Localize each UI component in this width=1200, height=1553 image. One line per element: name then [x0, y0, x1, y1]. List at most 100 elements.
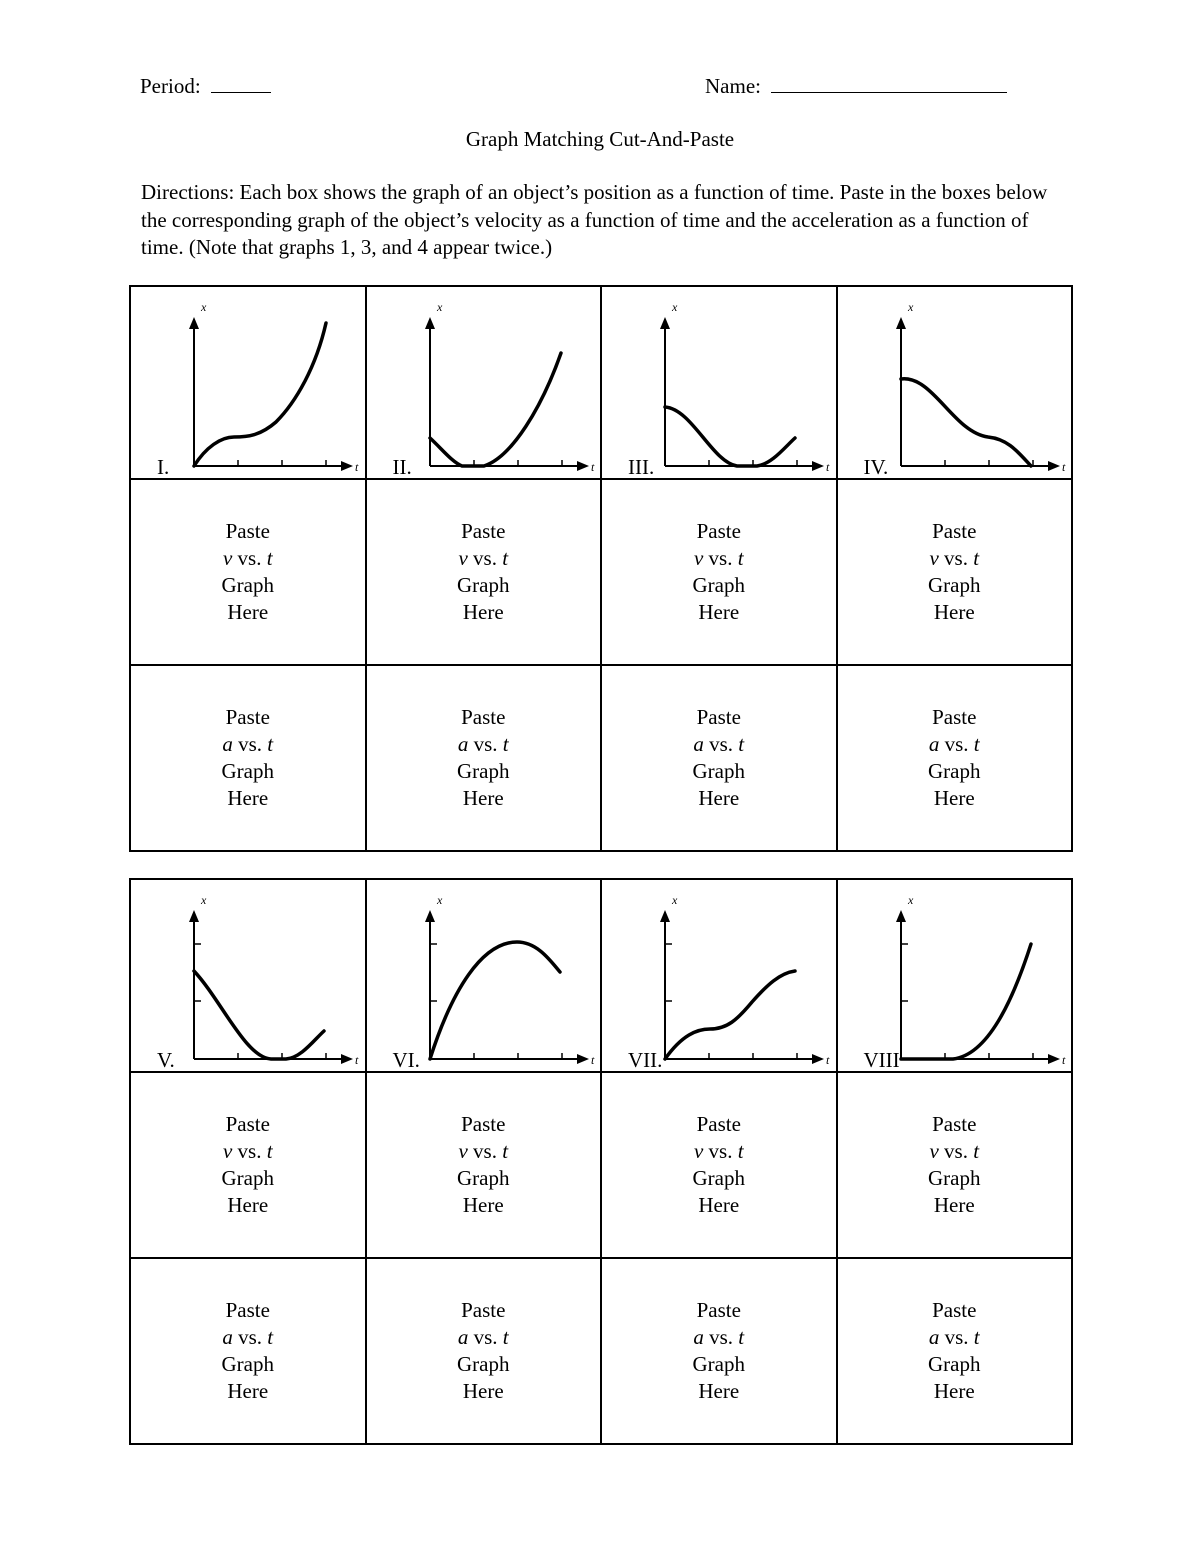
paste-velocity-box-2[interactable]: Paste v vs. t Graph Here: [364, 478, 602, 666]
graph-type-label: a vs. t: [602, 1324, 836, 1351]
paste-velocity-box-3[interactable]: Paste v vs. t Graph Here: [600, 478, 838, 666]
here-label: Here: [227, 1379, 269, 1403]
vs-text: vs.: [232, 1139, 267, 1163]
graph-label-text: Graph: [928, 759, 981, 783]
y-axis-arrow-icon: [424, 910, 435, 922]
vs-text: vs.: [232, 732, 268, 756]
graph-label-text: Graph: [928, 573, 981, 597]
graph-type-label: v vs. t: [131, 545, 365, 572]
paste-label: Paste: [696, 1112, 741, 1136]
x-axis-arrow-icon: [1047, 461, 1060, 471]
position-curve: [898, 377, 1033, 468]
variable: v: [929, 1139, 939, 1163]
paste-velocity-box-6[interactable]: Paste v vs. t Graph Here: [364, 1071, 602, 1259]
graph-type-label: a vs. t: [367, 731, 601, 758]
paste-acceleration-box-1[interactable]: Paste a vs. t Graph Here: [129, 664, 367, 852]
variable: v: [222, 1139, 233, 1163]
position-row: x t V. x t VI. x t VII. x t VIII: [129, 878, 1073, 1073]
here-label: Here: [698, 786, 740, 810]
graph-type-label: a vs. t: [131, 731, 365, 758]
paste-velocity-box-7[interactable]: Paste v vs. t Graph Here: [600, 1071, 838, 1259]
variable: v: [693, 546, 704, 570]
graph-label-text: Graph: [221, 759, 274, 783]
velocity-row: Paste v vs. t Graph Here Paste v vs. t G…: [129, 478, 1073, 666]
position-graph: x t: [189, 300, 359, 474]
graph-type-label: a vs. t: [838, 731, 1072, 758]
here-label: Here: [227, 600, 269, 624]
x-axis-arrow-icon: [812, 461, 824, 471]
vs-text: vs.: [232, 546, 267, 570]
x-axis-label: t: [826, 460, 830, 474]
graph-label: VIII: [863, 1048, 900, 1072]
graph-label: III.: [628, 455, 655, 479]
graph-type-label: v vs. t: [838, 545, 1072, 572]
paste-acceleration-box-8[interactable]: Paste a vs. t Graph Here: [835, 1257, 1073, 1445]
vs-text: vs.: [467, 546, 503, 570]
y-axis-arrow-icon: [895, 910, 906, 922]
paste-label: Paste: [225, 1112, 270, 1136]
paste-velocity-box-5[interactable]: Paste v vs. t Graph Here: [129, 1071, 367, 1259]
paste-acceleration-box-2[interactable]: Paste a vs. t Graph Here: [364, 664, 602, 852]
graph-label-text: Graph: [692, 1166, 745, 1190]
y-axis-label: x: [200, 893, 207, 907]
graph-label-text: Graph: [928, 1166, 981, 1190]
vs-text: vs.: [939, 732, 974, 756]
x-axis-arrow-icon: [341, 1054, 353, 1064]
position-curve: [427, 351, 563, 468]
paste-label: Paste: [461, 1298, 506, 1322]
position-curve: [427, 940, 562, 1061]
position-curve: [898, 942, 1033, 1061]
paste-acceleration-box-3[interactable]: Paste a vs. t Graph Here: [600, 664, 838, 852]
paste-acceleration-box-7[interactable]: Paste a vs. t Graph Here: [600, 1257, 838, 1445]
graph-cell-4: x t IV.: [835, 285, 1073, 480]
y-axis-arrow-icon: [895, 317, 906, 329]
graph-type-label: a vs. t: [838, 1324, 1072, 1351]
graph-label-text: Graph: [928, 1352, 981, 1376]
x-axis-label: t: [355, 460, 359, 474]
name-label: Name:: [705, 74, 761, 98]
paste-velocity-box-4[interactable]: Paste v vs. t Graph Here: [835, 478, 1073, 666]
graph-cell-6: x t VI.: [364, 878, 602, 1073]
here-label: Here: [227, 786, 269, 810]
graph-label-text: Graph: [457, 1352, 510, 1376]
graph-type-label: v vs. t: [367, 1138, 601, 1165]
paste-label: Paste: [696, 519, 741, 543]
vs-text: vs.: [703, 732, 739, 756]
paste-label: Paste: [461, 519, 506, 543]
period-field[interactable]: Period:: [140, 74, 271, 99]
paste-velocity-box-8[interactable]: Paste v vs. t Graph Here: [835, 1071, 1073, 1259]
paste-acceleration-box-6[interactable]: Paste a vs. t Graph Here: [364, 1257, 602, 1445]
variable: a: [222, 732, 233, 756]
position-curve: [663, 969, 797, 1061]
acceleration-row: Paste a vs. t Graph Here Paste a vs. t G…: [129, 1257, 1073, 1445]
vs-text: vs.: [468, 732, 503, 756]
x-axis-label: t: [1062, 1053, 1066, 1067]
time-variable: t: [502, 1139, 509, 1163]
x-axis-arrow-icon: [341, 461, 353, 471]
variable: v: [458, 1139, 468, 1163]
graph-label-text: Graph: [692, 759, 745, 783]
vs-text: vs.: [467, 1139, 503, 1163]
position-graph: x t: [895, 300, 1066, 474]
paste-acceleration-box-4[interactable]: Paste a vs. t Graph Here: [835, 664, 1073, 852]
period-label: Period:: [140, 74, 201, 98]
time-variable: t: [502, 732, 509, 756]
time-variable: t: [502, 546, 509, 570]
position-graph: x t: [424, 300, 595, 474]
name-field[interactable]: Name:: [705, 74, 1007, 99]
vs-text: vs.: [703, 1139, 738, 1163]
here-label: Here: [227, 1193, 269, 1217]
paste-acceleration-box-5[interactable]: Paste a vs. t Graph Here: [129, 1257, 367, 1445]
graph-type-label: v vs. t: [367, 545, 601, 572]
graph-type-label: v vs. t: [838, 1138, 1072, 1165]
name-blank[interactable]: [770, 74, 1007, 93]
paste-velocity-box-1[interactable]: Paste v vs. t Graph Here: [129, 478, 367, 666]
variable: v: [693, 1139, 704, 1163]
position-graph: x t: [660, 300, 830, 474]
graph-cell-1: x t I.: [129, 285, 367, 480]
graph-cell-5: x t V.: [129, 878, 367, 1073]
time-variable: t: [737, 546, 744, 570]
period-blank[interactable]: [210, 74, 271, 93]
graph-type-label: v vs. t: [131, 1138, 365, 1165]
